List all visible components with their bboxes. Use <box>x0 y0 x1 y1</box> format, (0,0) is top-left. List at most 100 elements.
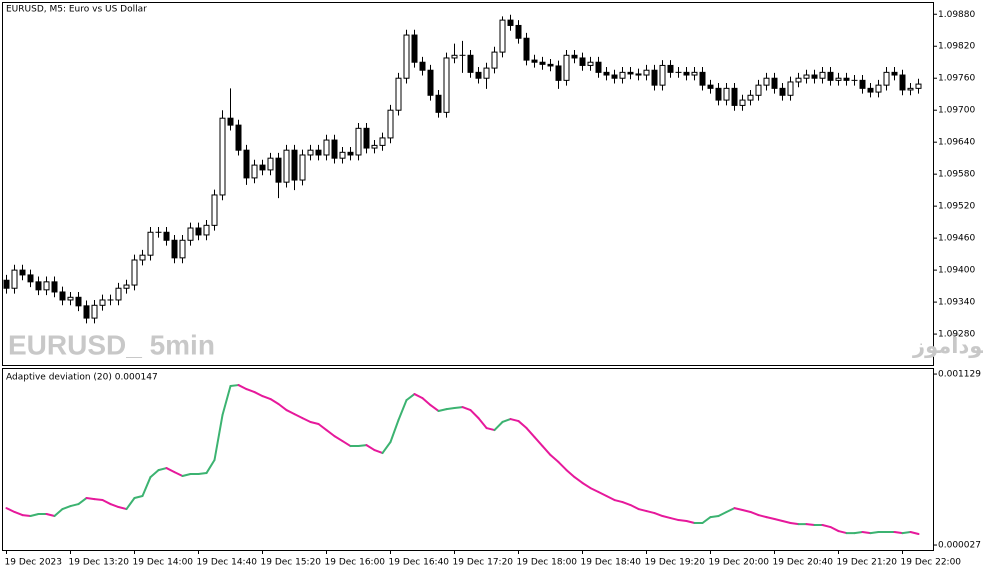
bear-body <box>771 77 778 89</box>
indicator-segment <box>477 417 488 430</box>
bull-body <box>115 287 122 301</box>
indicator-segment <box>117 506 128 511</box>
y-tick-label: 1.09700 <box>938 106 975 116</box>
bull-body <box>99 299 106 306</box>
indicator-segment <box>573 476 584 484</box>
indicator-segment <box>789 522 800 526</box>
indicator-segment <box>533 436 544 448</box>
indicator-segment <box>605 495 616 502</box>
bear-body <box>171 239 178 259</box>
indicator-segment <box>853 531 864 535</box>
y-tick-label: 1.09400 <box>938 266 975 276</box>
bear-body <box>715 87 722 101</box>
x-tick-label: 19 Dec 16:40 <box>389 558 450 568</box>
bear-body <box>59 291 66 301</box>
indicator-segment <box>525 427 536 439</box>
bear-body <box>235 124 242 151</box>
indicator-segment <box>893 531 904 535</box>
indicator-segment <box>661 515 672 520</box>
y-tick-label: 1.09580 <box>938 170 975 180</box>
indicator-segment <box>621 501 632 507</box>
bear-body <box>811 74 818 79</box>
bull-body <box>795 77 802 83</box>
bear-body <box>75 296 82 307</box>
bear-body <box>3 279 10 289</box>
indicator-segment <box>69 503 80 508</box>
y-tick-label: 1.09520 <box>938 202 975 212</box>
x-tick-label: 19 Dec 14:40 <box>197 558 258 568</box>
indicator-segment <box>781 519 792 525</box>
bear-body <box>259 164 266 171</box>
bear-body <box>427 69 434 96</box>
indicator-segment <box>437 408 448 412</box>
indicator-title: Adaptive deviation (20) 0.000147 <box>6 373 158 383</box>
indicator-segment <box>333 435 344 443</box>
indicator-segment <box>413 393 424 400</box>
x-tick-label: 19 Dec 17:20 <box>453 558 514 568</box>
bear-body <box>435 94 442 113</box>
indicator-segment <box>509 418 520 423</box>
bear-body <box>899 74 906 91</box>
indicator-segment <box>445 407 456 411</box>
bear-body <box>315 149 322 156</box>
indicator-segment <box>13 510 24 517</box>
x-tick-label: 19 Dec 2023 <box>5 558 63 568</box>
indicator-segment <box>101 499 112 506</box>
bear-body <box>627 71 634 75</box>
indicator-segment <box>389 418 400 444</box>
x-tick-label: 19 Dec 22:00 <box>901 558 962 568</box>
indicator-segment <box>461 406 472 412</box>
indicator-segment <box>821 524 832 529</box>
bear-body <box>603 71 610 76</box>
bull-body <box>803 74 810 79</box>
bull-body <box>499 19 506 53</box>
indicator-segment <box>765 516 776 520</box>
bear-body <box>227 117 234 126</box>
bear-body <box>779 87 786 96</box>
bull-body <box>139 254 146 261</box>
bear-body <box>291 149 298 181</box>
indicator-segment <box>645 510 656 515</box>
indicator-segment <box>245 388 256 394</box>
indicator-segment <box>93 498 104 502</box>
bull-body <box>147 231 154 256</box>
price-frame <box>2 2 934 366</box>
y-tick-label: 1.09340 <box>938 298 975 308</box>
indicator-segment <box>805 523 816 527</box>
indicator-segment <box>637 508 648 513</box>
bull-body <box>323 139 330 156</box>
y-tick-label: 1.09880 <box>938 10 975 20</box>
bull-body <box>283 149 290 183</box>
chart-title: EURUSD, M5: Euro vs US Dollar <box>6 5 147 15</box>
indicator-segment <box>21 514 32 518</box>
indicator-segment <box>469 409 480 420</box>
indicator-segment <box>501 418 512 423</box>
indicator-segment <box>77 497 88 506</box>
bull-body <box>203 224 210 236</box>
bull-body <box>355 127 362 156</box>
indicator-segment <box>309 420 320 426</box>
indicator-segment <box>157 467 168 472</box>
bear-body <box>51 281 58 293</box>
bull-body <box>11 269 18 289</box>
indicator-segment <box>741 508 752 513</box>
x-tick-label: 19 Dec 20:40 <box>773 558 834 568</box>
indicator-segment <box>85 497 96 501</box>
indicator-segment <box>221 384 232 417</box>
bear-body <box>507 19 514 26</box>
bull-body <box>179 239 186 259</box>
bull-body <box>755 84 762 96</box>
bear-body <box>843 77 850 81</box>
indicator-segment <box>485 427 496 432</box>
indicator-frame <box>2 368 934 551</box>
x-tick-label: 19 Dec 15:20 <box>261 558 322 568</box>
bear-body <box>523 37 530 61</box>
indicator-segment <box>733 507 744 511</box>
indicator-segment <box>517 420 528 430</box>
x-tick-label: 19 Dec 19:20 <box>645 558 706 568</box>
indicator-segment <box>181 472 192 477</box>
indicator-segment <box>261 395 272 401</box>
bear-body <box>731 87 738 106</box>
indicator-segment <box>253 391 264 398</box>
